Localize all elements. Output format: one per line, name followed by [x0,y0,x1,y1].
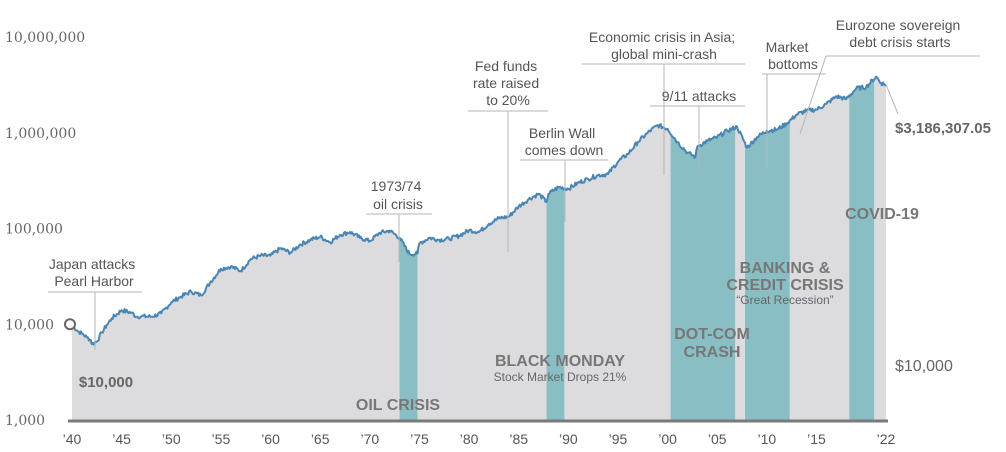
series-line [71,75,887,346]
crisis-label-banking-line2: CREDIT CRISIS [726,277,844,294]
crisis-band-1 [399,76,418,420]
x-tick-label: ’10 [758,431,777,447]
annotation-fed-funds: Fed funds rate raised to 20% [473,58,543,108]
annotation-oil-crisis: 1973/74 oil crisis [371,178,426,212]
crisis-label-oil: OIL CRISIS [356,397,440,414]
x-tick-label: ’70 [360,431,379,447]
x-tick-label: ’85 [509,431,528,447]
x-tick-label: ’15 [807,431,826,447]
annotation-berlin-wall-line1: Berlin Wall [529,125,595,141]
x-axis-ticks: ’40 ’45 ’50 ’55 ’60 ’65 ’70 ’75 ’80 ’85 ’90 ’95 ’00 ’… [63,431,896,447]
crisis-sublabel-banking: “Great Recession” [736,293,833,307]
crisis-band-5 [849,76,875,420]
annotation-berlin-wall-line2: comes down [525,142,604,158]
x-tick-label: ’75 [410,431,429,447]
x-tick-label: ’60 [261,431,280,447]
annotation-fed-funds-line1: Fed funds [475,58,537,74]
annotation-911-line1: 9/11 attacks [662,88,736,104]
y-tick-label: 1,000 [5,413,45,429]
x-tick-label: ’00 [658,431,677,447]
crisis-band-3 [670,76,736,420]
x-tick-label: ’45 [112,431,131,447]
annotation-market-bottoms: Market bottoms [766,39,818,72]
annotation-pearl-harbor-line1: Japan attacks [49,256,135,272]
annotation-eurozone: Eurozone sovereign debt crisis starts [836,17,964,50]
annotation-berlin-wall: Berlin Wall comes down [525,125,604,158]
x-tick-label: ’05 [708,431,727,447]
annotation-fed-funds-line2: rate raised [473,75,539,91]
x-tick-label: ’22 [877,431,896,447]
annotation-market-bottoms-line1: Market [766,39,809,55]
start-marker [64,318,76,331]
annotation-911: 9/11 attacks [662,88,736,104]
leader-eurozone [799,55,827,135]
leader-end-value [885,84,899,115]
annotation-pearl-harbor-line2: Pearl Harbor [54,273,134,289]
crisis-label-black-monday: BLACK MONDAY [495,353,625,370]
crisis-label-dotcom-line2: CRASH [684,344,741,361]
x-tick-label: ’90 [559,431,578,447]
x-tick-label: ’80 [460,431,479,447]
crisis-bands [399,76,875,420]
annotation-market-bottoms-line2: bottoms [768,56,818,72]
crisis-label-dotcom-line1: DOT-COM [674,326,750,343]
annotation-pearl-harbor: Japan attacks Pearl Harbor [49,256,139,289]
x-tick-label: ’95 [609,431,628,447]
annotation-asia-crisis-line1: Economic crisis in Asia; [589,29,735,45]
annotation-eurozone-line1: Eurozone sovereign [836,17,961,33]
end-value-label: $3,186,307.05 [895,120,991,137]
annotation-asia-crisis: Economic crisis in Asia; global mini-cra… [589,29,739,62]
y-tick-label: 1,000,000 [5,126,76,142]
x-tick-label: ’55 [212,431,231,447]
series-line-layer [71,75,887,346]
annotation-leaders [48,55,980,350]
annotation-asia-crisis-line2: global mini-crash [611,46,717,62]
crisis-sublabel-black-monday: Stock Market Drops 21% [494,370,627,384]
annotation-oil-crisis-line2: oil crisis [373,196,423,212]
annotation-eurozone-line2: debt crisis starts [849,34,950,50]
crisis-label-banking-line1: BANKING & [740,260,831,277]
crisis-label-covid: COVID-19 [845,206,919,223]
start-value-label: $10,000 [79,374,133,391]
y-tick-label: 100,000 [5,222,63,238]
y-tick-label: 10,000,000 [5,30,85,46]
y-axis-ticks: 1,000 10,000 100,000 1,000,000 10,000,000 [5,30,85,429]
annotation-oil-crisis-line1: 1973/74 [371,178,422,194]
x-tick-label: ’40 [63,431,82,447]
x-tick-label: ’65 [311,431,330,447]
annotation-fed-funds-line3: to 20% [486,92,530,108]
y-tick-label: 10,000 [5,317,54,333]
reference-value-label: $10,000 [895,358,953,375]
x-tick-label: ’50 [162,431,181,447]
